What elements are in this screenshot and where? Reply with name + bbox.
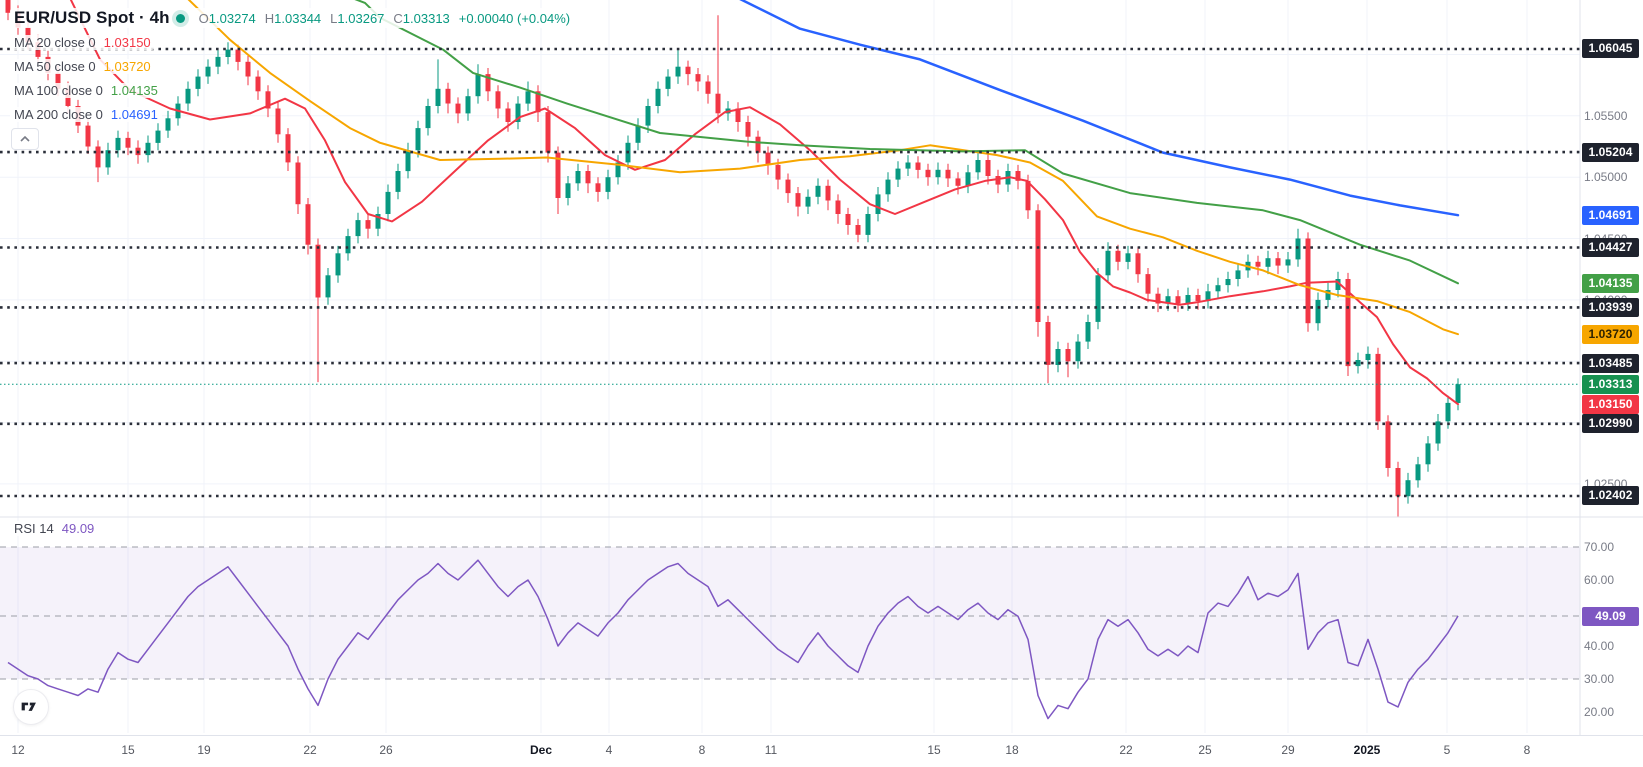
- time-tick-label: 29: [1281, 743, 1295, 757]
- ma-line-ma-200[interactable]: [738, 0, 1460, 217]
- price-level-badge: 1.04427: [1582, 238, 1639, 257]
- ma-label: MA 20 close 0: [14, 34, 96, 50]
- price-level-badge: 1.06045: [1582, 39, 1639, 58]
- time-tick-label: 8: [698, 743, 706, 757]
- time-tick-label: 19: [197, 743, 211, 757]
- rsi-band: [0, 547, 1580, 679]
- time-tick-label: 8: [1523, 743, 1531, 757]
- chevron-up-icon: [20, 136, 30, 142]
- time-tick-label: 22: [1119, 743, 1133, 757]
- time-tick-label: 5: [1443, 743, 1451, 757]
- last-price-badge: 1.03313: [1582, 375, 1639, 394]
- price-level-badge: 1.05204: [1582, 143, 1639, 162]
- ma-legend-row-3[interactable]: MA 100 close 0 1.04135: [10, 78, 574, 102]
- rsi-current-value: 49.09: [61, 521, 95, 536]
- ma-price-badge: 1.03720: [1582, 325, 1639, 344]
- ohlc-o: O1.03274: [198, 10, 256, 26]
- price-level-badge: 1.02402: [1582, 486, 1639, 505]
- price-tick-label: 1.05000: [1584, 170, 1628, 184]
- market-status-icon[interactable]: [175, 13, 185, 23]
- ma-line-ma-20[interactable]: [69, 0, 1459, 406]
- chart-canvas[interactable]: [0, 0, 1643, 735]
- ohlc-l: L1.03267: [330, 10, 385, 26]
- legend-collapse-button[interactable]: [11, 128, 39, 150]
- rsi-line[interactable]: [7, 559, 1459, 720]
- ohlc-h: H1.03344: [264, 10, 322, 26]
- ma-value: 1.04691: [110, 106, 158, 122]
- rsi-tick-label: 70.00: [1584, 540, 1615, 554]
- rsi-tick-label: 40.00: [1584, 639, 1615, 653]
- time-tick-label: 15: [121, 743, 135, 757]
- rsi-legend: RSI 14 49.09: [10, 521, 99, 536]
- rsi-tick-label: 60.00: [1584, 573, 1615, 587]
- time-tick-label: 4: [605, 743, 613, 757]
- time-tick-label: 2025: [1353, 743, 1381, 757]
- change-value: +0.00040 (+0.04%): [458, 10, 571, 26]
- ma-value: 1.03150: [103, 34, 151, 50]
- price-level-badge: 1.03485: [1582, 354, 1639, 373]
- price-level-badge: 1.02990: [1582, 414, 1639, 433]
- time-tick-label: 25: [1198, 743, 1212, 757]
- ma-price-badge: 1.04135: [1582, 274, 1639, 293]
- ma-line-ma-100[interactable]: [352, 0, 1459, 285]
- rsi-indicator-name[interactable]: RSI 14: [14, 521, 54, 536]
- tradingview-logo-icon: [21, 702, 36, 711]
- ma-label: MA 200 close 0: [14, 106, 103, 122]
- rsi-tick-label: 30.00: [1584, 672, 1615, 686]
- price-level-badge: 1.03939: [1582, 298, 1639, 317]
- time-tick-label: 26: [379, 743, 393, 757]
- time-tick-label: 18: [1005, 743, 1019, 757]
- ma-legend-row-2[interactable]: MA 50 close 0 1.03720: [10, 54, 574, 78]
- chart-legend: EUR/USD Spot · 4h O1.03274 H1.03344 L1.032…: [10, 6, 575, 150]
- rsi-tick-label: 20.00: [1584, 705, 1615, 719]
- price-tick-label: 1.05500: [1584, 109, 1628, 123]
- time-tick-label: 11: [764, 743, 778, 757]
- ma-price-badge: 1.04691: [1582, 206, 1639, 225]
- time-axis[interactable]: 12 15 19 22 26 Dec 4 8 11 15 18 22 25 29 2025 5 8: [0, 735, 1643, 767]
- candles-group: [5, 0, 1461, 517]
- tradingview-logo[interactable]: [13, 689, 49, 725]
- time-tick-label: 12: [11, 743, 25, 757]
- ohlc-c: C1.03313: [393, 10, 450, 26]
- time-tick-label: Dec: [529, 743, 553, 757]
- ohlc-values: O1.03274 H1.03344 L1.03267 C1.03313 +0.00040…: [199, 11, 570, 26]
- rsi-value-badge: 49.09: [1582, 607, 1639, 626]
- ma-label: MA 100 close 0: [14, 82, 103, 98]
- time-tick-label: 22: [303, 743, 317, 757]
- ma-value: 1.03720: [103, 58, 151, 74]
- ma-legend: MA 20 close 0 1.03150 MA 50 close 0 1.03720…: [10, 30, 574, 126]
- ma-value: 1.04135: [110, 82, 158, 98]
- ma-line-ma-50[interactable]: [187, 0, 1459, 336]
- ma-legend-row-4[interactable]: MA 200 close 0 1.04691: [10, 102, 574, 126]
- ma-legend-row-1[interactable]: MA 20 close 0 1.03150: [10, 30, 574, 54]
- symbol-title[interactable]: EUR/USD Spot · 4h: [14, 8, 170, 27]
- time-tick-label: 15: [927, 743, 941, 757]
- ma-label: MA 50 close 0: [14, 58, 96, 74]
- ma-price-badge: 1.03150: [1582, 395, 1639, 414]
